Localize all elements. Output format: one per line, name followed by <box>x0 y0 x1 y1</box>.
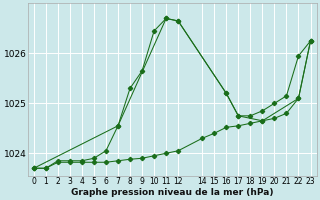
X-axis label: Graphe pression niveau de la mer (hPa): Graphe pression niveau de la mer (hPa) <box>71 188 273 197</box>
